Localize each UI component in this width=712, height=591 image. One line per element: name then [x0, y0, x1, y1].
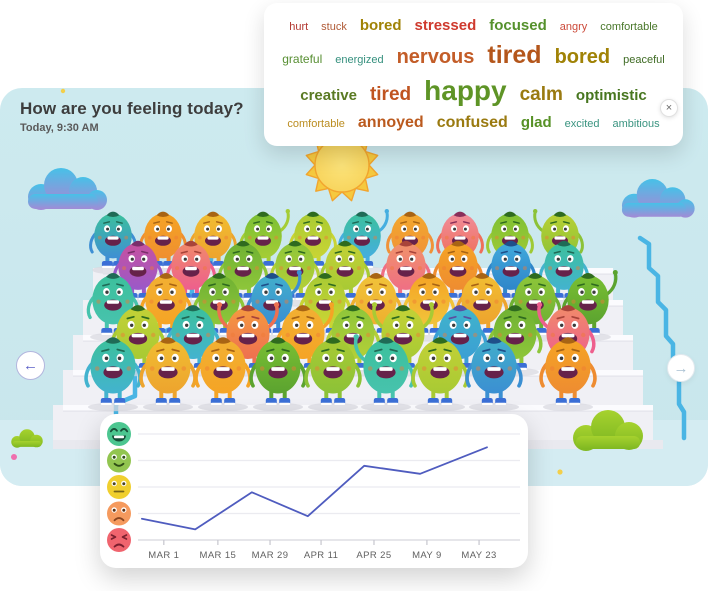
word-cloud-word: comfortable: [287, 118, 345, 131]
mood-chart: MAR 1 MAR 15 MAR 29 APR 11 APR 25 MAY 9 MAY 23: [107, 422, 520, 561]
x-axis-label: MAR 15: [200, 550, 237, 561]
feelings-scene: [0, 88, 708, 486]
trend-line: [141, 446, 488, 531]
x-axis-label: MAR 1: [148, 550, 179, 561]
word-cloud-word: angry: [559, 20, 588, 33]
monster: [194, 337, 252, 412]
word-cloud-word: nervous: [396, 45, 475, 68]
word-cloud-word: stressed: [414, 16, 477, 34]
close-button[interactable]: ×: [660, 99, 678, 117]
monster: [353, 334, 415, 412]
word-cloud-word: creative: [300, 87, 357, 105]
panel-header: How are you feeling today? Today, 9:30 A…: [20, 99, 244, 134]
word-cloud-word: focused: [489, 16, 547, 34]
sparkle: [11, 454, 17, 460]
word-cloud-word: tired: [487, 40, 542, 69]
cloud: [28, 168, 107, 210]
word-cloud-word: confused: [436, 114, 508, 132]
timestamp: Today, 9:30 AM: [20, 122, 99, 134]
word-cloud-word: tired: [369, 84, 412, 106]
x-axis-label: APR 25: [356, 550, 391, 561]
bush: [573, 410, 643, 451]
monster: [465, 337, 523, 412]
word-cloud-word: glad: [520, 114, 552, 132]
word-cloud-panel: hurt stuck bored stressed focused angry comfor…: [264, 3, 683, 146]
close-icon: ×: [665, 101, 673, 114]
stair-railing: [637, 235, 687, 441]
page-title: How are you feeling today?: [20, 99, 244, 118]
x-axis-label: MAY 9: [412, 550, 442, 561]
x-axis-label: MAR 29: [252, 550, 289, 561]
monster: [139, 337, 197, 412]
monster: [539, 337, 597, 412]
word-cloud-word: bored: [554, 45, 611, 68]
bush: [11, 429, 43, 448]
mood-emoji-happy: [107, 448, 131, 473]
monster: [165, 240, 217, 307]
next-button[interactable]: →: [667, 354, 695, 382]
monster: [249, 337, 307, 412]
word-cloud-word: hurt: [289, 20, 309, 33]
sparkle: [60, 88, 66, 94]
mood-emoji-neutral: [107, 475, 131, 499]
mood-emoji-very-sad: [107, 528, 131, 552]
word-cloud-word: bored: [359, 16, 402, 34]
word-cloud-word: excited: [564, 118, 600, 131]
word-cloud-row: comfortable annoyed confused glad excited amb…: [278, 115, 669, 131]
monster: [304, 337, 362, 412]
cloud: [621, 179, 695, 218]
word-cloud-word: energized: [335, 53, 384, 66]
word-cloud-row: creative tired happy calm optimistic: [278, 77, 669, 105]
mood-chart-card: MAR 1 MAR 15 MAR 29 APR 11 APR 25 MAY 9 MAY 23: [100, 414, 528, 568]
left-arrow-icon: ←: [23, 357, 38, 374]
word-cloud-word: ambitious: [612, 118, 660, 131]
word-cloud-word: grateful: [282, 51, 323, 66]
monster: [84, 337, 142, 412]
word-cloud-word: annoyed: [357, 114, 424, 132]
mood-emoji-very-happy: [107, 422, 131, 446]
word-cloud-word: happy: [424, 75, 507, 107]
monster: [411, 337, 469, 412]
word-cloud-word: comfortable: [600, 20, 658, 33]
word-cloud-row: grateful energized nervous tired bored peacef…: [278, 40, 669, 69]
word-cloud-word: peaceful: [623, 53, 665, 66]
right-arrow-icon: →: [673, 359, 689, 377]
x-axis-label: MAY 23: [461, 550, 496, 561]
word-cloud-row: hurt stuck bored stressed focused angry comfor…: [278, 18, 669, 33]
x-axis-label: APR 11: [304, 550, 338, 561]
sparkle: [557, 469, 563, 475]
checkin-panel: How are you feeling today? Today, 9:30 A…: [0, 88, 708, 486]
prev-button[interactable]: ←: [16, 351, 45, 380]
word-cloud-word: optimistic: [575, 87, 647, 105]
word-cloud-word: stuck: [321, 20, 347, 33]
word-cloud-word: calm: [519, 84, 563, 106]
mood-emoji-sad: [107, 501, 131, 526]
